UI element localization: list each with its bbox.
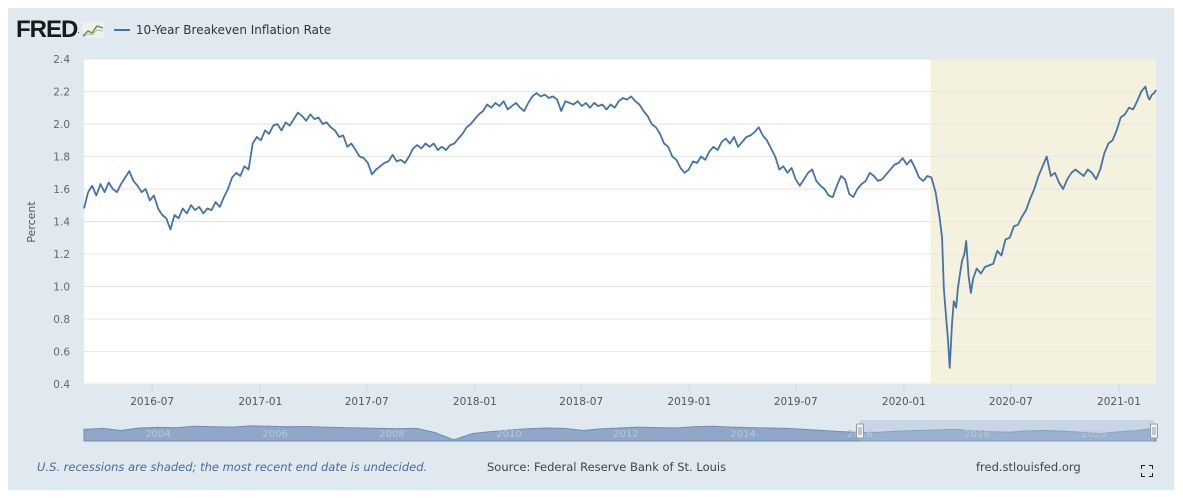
y-tick-label: 0.8 [53,314,70,326]
fullscreen-icon[interactable] [1141,465,1153,477]
y-tick-label: 1.2 [53,249,70,261]
x-tick-label: 2018-01 [453,396,497,408]
navigator-year-label: 2020 [1081,429,1106,440]
navigator-handle-right[interactable] [1150,423,1158,439]
x-tick-label: 2017-01 [238,396,282,408]
source-text: Source: Federal Reserve Bank of St. Loui… [487,460,727,474]
navigator-year-label: 2006 [262,429,287,440]
chart-line-icon [81,22,104,38]
navigator-selection[interactable] [860,420,1154,441]
x-tick-label: 2020-01 [882,396,926,408]
chart-header: FRED . 10-Year Breakeven Inflation Rate [8,12,331,48]
logo-dot: . [77,25,80,35]
navigator-series [83,425,1157,442]
navigator-year-label: 2004 [145,429,170,440]
legend-label[interactable]: 10-Year Breakeven Inflation Rate [135,23,332,37]
legend: 10-Year Breakeven Inflation Rate [113,23,332,37]
y-tick-label: 1.0 [53,282,70,294]
x-tick-label: 2019-01 [667,396,711,408]
navigator-year-label: 2014 [730,429,755,440]
y-tick-label: 0.4 [53,379,70,391]
x-tick-label: 2016-07 [130,396,174,408]
y-tick-label: 2.4 [53,54,70,66]
x-tick-label: 2018-07 [559,396,603,408]
navigator-year-label: 2010 [496,429,521,440]
legend-swatch [113,29,130,31]
y-tick-label: 1.8 [53,152,70,164]
navigator-year-label: 2008 [379,429,404,440]
y-tick-label: 0.6 [53,347,70,359]
y-tick-label: 2.0 [53,119,70,131]
navigator-year-label: 2012 [613,429,638,440]
y-tick-label: 2.2 [53,87,70,99]
y-tick-label: 1.4 [53,217,70,229]
y-axis-label: Percent [25,201,38,243]
series-line [83,85,1157,369]
x-tick-label: 2017-07 [345,396,389,408]
fred-logo[interactable]: FRED [16,16,78,43]
y-tick-label: 1.6 [53,184,70,196]
x-tick-label: 2019-07 [774,396,818,408]
navigator-handle-left[interactable] [856,423,864,439]
navigator-year-label: 2018 [964,429,989,440]
x-tick-label: 2020-07 [989,396,1033,408]
site-url[interactable]: fred.stlouisfed.org [976,460,1081,474]
recession-note: U.S. recessions are shaded; the most rec… [37,460,428,474]
x-tick-label: 2021-01 [1097,396,1141,408]
